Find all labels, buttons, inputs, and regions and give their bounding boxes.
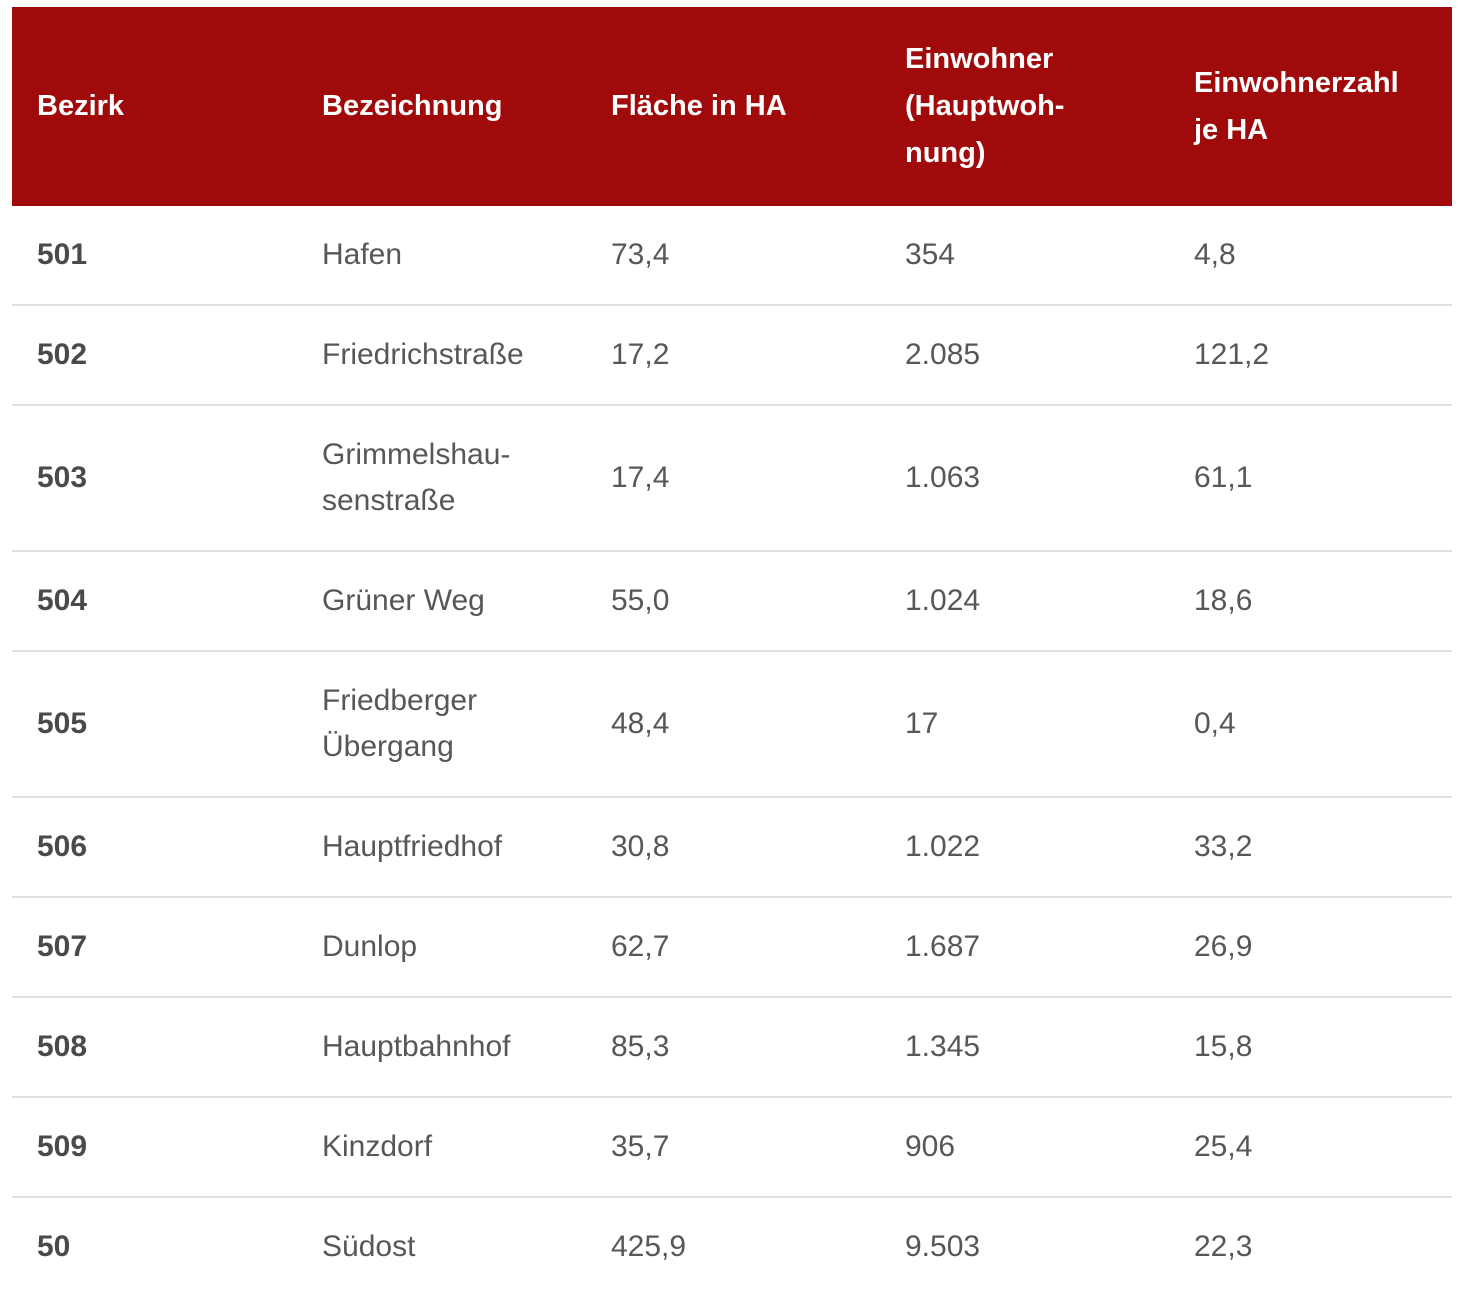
cell-bezirk: 506 (12, 796, 297, 897)
column-header-einwohner: Einwohner (Hauptwoh- nung) (880, 7, 1169, 206)
cell-bezirk: 509 (12, 1096, 297, 1197)
cell-einwohner: 1.345 (880, 996, 1169, 1097)
cell-flaeche: 85,3 (586, 996, 880, 1097)
cell-einwohner: 1.022 (880, 796, 1169, 897)
table-row: 504 Grüner Weg 55,0 1.024 18,6 (12, 550, 1452, 651)
district-statistics-table: Bezirk Bezeichnung Fläche in HA Einwohner (… (12, 7, 1452, 1296)
cell-einwohner_je_ha: 33,2 (1169, 796, 1452, 897)
cell-flaeche: 30,8 (586, 796, 880, 897)
cell-flaeche: 73,4 (586, 206, 880, 305)
cell-bezirk: 508 (12, 996, 297, 1097)
cell-einwohner_je_ha: 121,2 (1169, 304, 1452, 405)
column-header-einwohner_je_ha: Einwohnerzahl je HA (1169, 7, 1452, 206)
table-row: 50 Südost 425,9 9.503 22,3 (12, 1196, 1452, 1296)
cell-bezirk: 507 (12, 896, 297, 997)
cell-einwohner: 354 (880, 206, 1169, 305)
cell-flaeche: 17,2 (586, 304, 880, 405)
cell-bezeichnung: Grüner Weg (297, 550, 586, 651)
cell-bezirk: 503 (12, 404, 297, 551)
cell-bezirk: 501 (12, 206, 297, 305)
cell-einwohner: 17 (880, 650, 1169, 797)
column-header-bezirk: Bezirk (12, 7, 297, 206)
table-row: 509 Kinzdorf 35,7 906 25,4 (12, 1096, 1452, 1197)
cell-einwohner: 9.503 (880, 1196, 1169, 1296)
cell-einwohner_je_ha: 22,3 (1169, 1196, 1452, 1296)
table-row: 505 Friedberger Übergang 48,4 17 0,4 (12, 650, 1452, 797)
cell-bezeichnung: Friedberger Übergang (297, 650, 586, 797)
table-row: 508 Hauptbahnhof 85,3 1.345 15,8 (12, 996, 1452, 1097)
cell-bezirk: 504 (12, 550, 297, 651)
cell-einwohner_je_ha: 25,4 (1169, 1096, 1452, 1197)
column-header-bezeichnung: Bezeichnung (297, 7, 586, 206)
cell-bezeichnung: Grimmelshau- senstraße (297, 404, 586, 551)
cell-bezirk: 502 (12, 304, 297, 405)
cell-einwohner_je_ha: 0,4 (1169, 650, 1452, 797)
cell-flaeche: 48,4 (586, 650, 880, 797)
cell-flaeche: 17,4 (586, 404, 880, 551)
table-row: 501 Hafen 73,4 354 4,8 (12, 206, 1452, 305)
cell-bezeichnung: Hafen (297, 206, 586, 305)
cell-flaeche: 55,0 (586, 550, 880, 651)
table-row: 503 Grimmelshau- senstraße 17,4 1.063 61,1 (12, 404, 1452, 551)
table-row: 506 Hauptfriedhof 30,8 1.022 33,2 (12, 796, 1452, 897)
district-table-container: Bezirk Bezeichnung Fläche in HA Einwohner (… (12, 7, 1452, 1296)
table-body: 501 Hafen 73,4 354 4,8 502 Friedrichstraße 17,2… (12, 206, 1452, 1296)
cell-bezeichnung: Hauptbahnhof (297, 996, 586, 1097)
cell-bezirk: 505 (12, 650, 297, 797)
cell-einwohner: 1.687 (880, 896, 1169, 997)
header-row: Bezirk Bezeichnung Fläche in HA Einwohner (… (12, 7, 1452, 206)
table-row: 507 Dunlop 62,7 1.687 26,9 (12, 896, 1452, 997)
table-row: 502 Friedrichstraße 17,2 2.085 121,2 (12, 304, 1452, 405)
cell-einwohner_je_ha: 15,8 (1169, 996, 1452, 1097)
cell-bezirk: 50 (12, 1196, 297, 1296)
cell-bezeichnung: Kinzdorf (297, 1096, 586, 1197)
cell-flaeche: 425,9 (586, 1196, 880, 1296)
cell-einwohner_je_ha: 26,9 (1169, 896, 1452, 997)
cell-bezeichnung: Dunlop (297, 896, 586, 997)
cell-einwohner: 906 (880, 1096, 1169, 1197)
cell-bezeichnung: Friedrichstraße (297, 304, 586, 405)
cell-einwohner: 1.024 (880, 550, 1169, 651)
cell-flaeche: 62,7 (586, 896, 880, 997)
cell-bezeichnung: Südost (297, 1196, 586, 1296)
column-header-flaeche: Fläche in HA (586, 7, 880, 206)
cell-einwohner_je_ha: 61,1 (1169, 404, 1452, 551)
cell-einwohner_je_ha: 18,6 (1169, 550, 1452, 651)
cell-bezeichnung: Hauptfriedhof (297, 796, 586, 897)
cell-einwohner_je_ha: 4,8 (1169, 206, 1452, 305)
cell-einwohner: 2.085 (880, 304, 1169, 405)
cell-einwohner: 1.063 (880, 404, 1169, 551)
cell-flaeche: 35,7 (586, 1096, 880, 1197)
